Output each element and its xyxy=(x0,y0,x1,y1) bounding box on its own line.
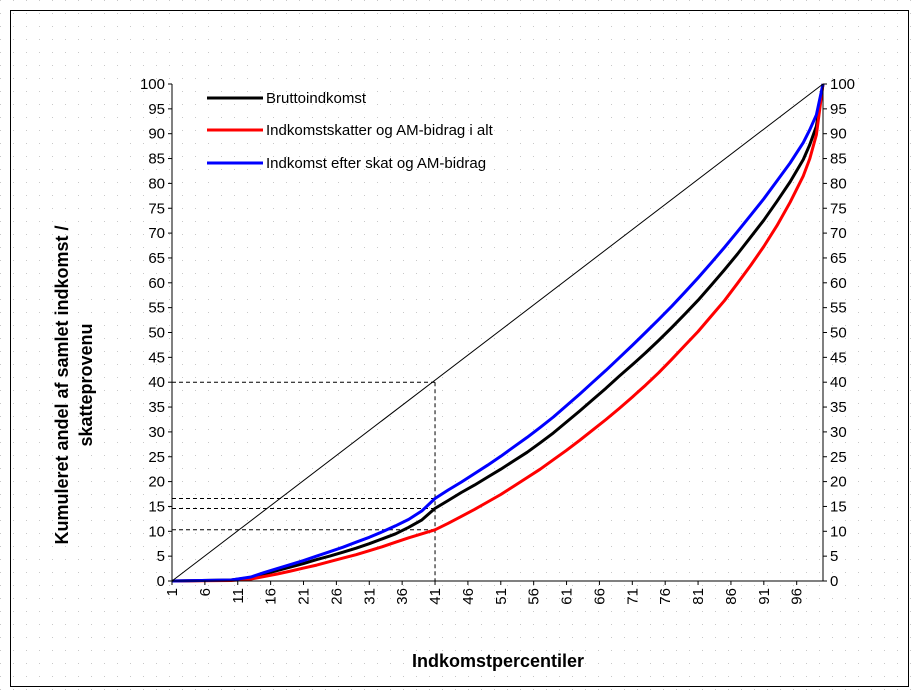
y-tick-label-left: 80 xyxy=(148,175,165,192)
y-tick-label-left: 70 xyxy=(148,225,165,242)
y-axis-title-line1: Kumuleret andel af samlet indkomst / xyxy=(52,225,72,544)
chart-outer-border xyxy=(10,10,909,687)
y-tick-label-left: 95 xyxy=(148,101,165,118)
x-tick-label: 41 xyxy=(427,588,444,605)
y-tick-label-right: 65 xyxy=(830,250,847,267)
y-tick-label-left: 40 xyxy=(148,374,165,391)
legend: Bruttoindkomst Indkomstskatter og AM-bid… xyxy=(207,90,494,172)
x-tick-label: 21 xyxy=(296,588,313,605)
x-tick-label: 51 xyxy=(493,588,510,605)
x-tick-label: 86 xyxy=(723,588,740,605)
y-tick-label-right: 5 xyxy=(830,548,838,565)
y-tick-label-right: 80 xyxy=(830,175,847,192)
x-tick-label: 31 xyxy=(361,588,378,605)
y-axis-title-line2: skatteprovenu xyxy=(76,323,96,446)
y-axis-title-group: Kumuleret andel af samlet indkomst / ska… xyxy=(52,225,96,544)
y-tick-label-right: 90 xyxy=(830,126,847,143)
x-tick-label: 6 xyxy=(197,588,214,596)
y-tick-label-left: 5 xyxy=(157,548,165,565)
x-tick-label: 61 xyxy=(559,588,576,605)
y-tick-label-right: 50 xyxy=(830,325,847,342)
y-tick-label-right: 70 xyxy=(830,225,847,242)
y-tick-label-right: 25 xyxy=(830,449,847,466)
y-tick-label-left: 90 xyxy=(148,126,165,143)
y-tick-label-right: 35 xyxy=(830,399,847,416)
y-tick-label-left: 30 xyxy=(148,424,165,441)
y-tick-label-right: 10 xyxy=(830,523,847,540)
y-tick-label-right: 55 xyxy=(830,300,847,317)
x-tick-label: 71 xyxy=(624,588,641,605)
y-axis-left-ticks: 0 5 10 15 20 25 30 35 40 45 50 55 60 65 70 75 80 85 90 95 10… xyxy=(140,76,172,590)
x-tick-label: 66 xyxy=(591,588,608,605)
x-tick-label: 46 xyxy=(460,588,477,605)
y-tick-label-left: 50 xyxy=(148,325,165,342)
y-tick-label-left: 25 xyxy=(148,449,165,466)
y-tick-label-left: 10 xyxy=(148,523,165,540)
y-tick-label-left: 65 xyxy=(148,250,165,267)
y-tick-label-right: 95 xyxy=(830,101,847,118)
reference-lines xyxy=(172,381,436,581)
y-tick-label-left: 45 xyxy=(148,349,165,366)
series-group xyxy=(171,83,825,583)
y-tick-label-left: 0 xyxy=(157,573,165,590)
x-tick-label: 11 xyxy=(230,588,247,604)
y-tick-label-right: 0 xyxy=(830,573,838,590)
y-tick-label-left: 35 xyxy=(148,399,165,416)
y-tick-label-left: 55 xyxy=(148,300,165,317)
x-tick-label: 56 xyxy=(526,588,543,605)
x-axis-title: Indkomstpercentiler xyxy=(412,651,584,671)
x-tick-label: 1 xyxy=(164,588,181,596)
legend-label-indkomstskatter: Indkomstskatter og AM-bidrag i alt xyxy=(266,122,494,139)
x-axis-ticks: 1 6 11 16 21 26 31 36 41 46 51 56 61 66 71 76 81 86 91 96 xyxy=(164,581,806,605)
y-tick-label-left: 15 xyxy=(148,498,165,515)
x-tick-label: 36 xyxy=(394,588,411,605)
series-line-indkomst-efter-skat xyxy=(171,83,825,583)
y-tick-label-right: 45 xyxy=(830,349,847,366)
x-tick-label: 91 xyxy=(756,588,773,605)
x-tick-label: 26 xyxy=(328,588,345,605)
y-tick-label-right: 75 xyxy=(830,200,847,217)
y-tick-label-right: 30 xyxy=(830,424,847,441)
y-tick-label-right: 85 xyxy=(830,151,847,168)
x-tick-label: 81 xyxy=(690,588,707,605)
series-line-indkomstskatter xyxy=(171,83,825,583)
y-tick-label-right: 15 xyxy=(830,498,847,515)
x-tick-label: 96 xyxy=(789,588,806,605)
y-tick-label-left: 60 xyxy=(148,275,165,292)
y-tick-label-left: 100 xyxy=(140,76,165,93)
equality-line xyxy=(171,83,824,582)
x-tick-label: 16 xyxy=(263,588,280,605)
y-axis-right-ticks: 0 5 10 15 20 25 30 35 40 45 50 55 60 65 70 75 80 85 90 95 10… xyxy=(823,76,855,590)
y-tick-label-right: 100 xyxy=(830,76,855,93)
y-tick-label-right: 60 xyxy=(830,275,847,292)
legend-label-indkomst-efter-skat: Indkomst efter skat og AM-bidrag xyxy=(266,155,486,172)
x-tick-label: 76 xyxy=(657,588,674,605)
y-tick-label-right: 40 xyxy=(830,374,847,391)
y-tick-label-right: 20 xyxy=(830,474,847,491)
y-tick-label-left: 85 xyxy=(148,151,165,168)
y-tick-label-left: 20 xyxy=(148,474,165,491)
legend-label-bruttoindkomst: Bruttoindkomst xyxy=(266,90,367,107)
series-line-bruttoindkomst xyxy=(171,83,825,583)
y-tick-label-left: 75 xyxy=(148,200,165,217)
